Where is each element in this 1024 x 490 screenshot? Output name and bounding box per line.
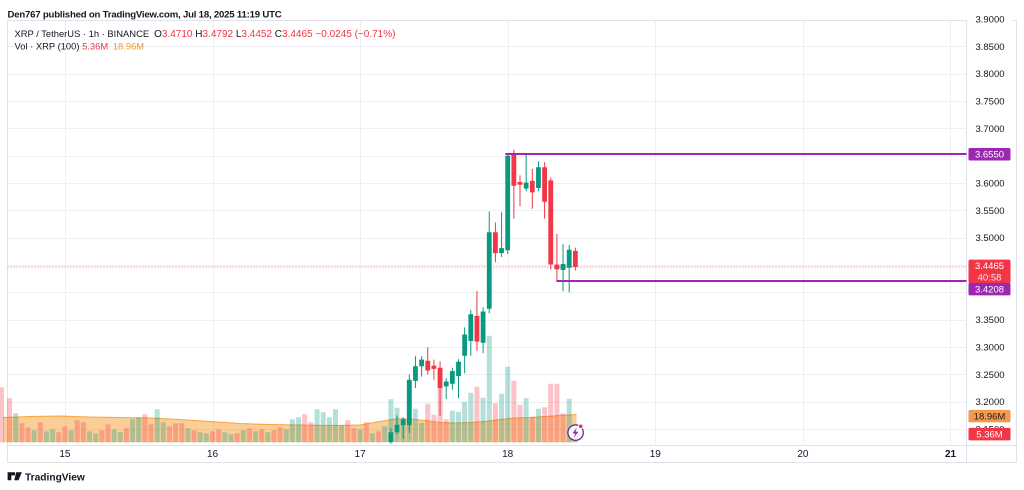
svg-text:15: 15: [59, 449, 71, 460]
svg-text:3.3000: 3.3000: [975, 343, 1004, 354]
svg-text:3.7500: 3.7500: [975, 97, 1004, 108]
svg-text:3.2000: 3.2000: [975, 397, 1004, 408]
svg-text:18.96M: 18.96M: [974, 412, 1006, 423]
svg-text:3.2500: 3.2500: [975, 370, 1004, 381]
svg-text:3.5500: 3.5500: [975, 206, 1004, 217]
svg-text:3.9000: 3.9000: [975, 15, 1004, 26]
svg-text:3.6000: 3.6000: [975, 179, 1004, 190]
svg-text:21: 21: [945, 449, 957, 460]
svg-text:Den767 published on TradingVie: Den767 published on TradingView.com, Jul…: [8, 10, 282, 21]
svg-text:5.36M: 5.36M: [976, 430, 1002, 441]
svg-text:3.4208: 3.4208: [975, 285, 1004, 296]
svg-text:3.8500: 3.8500: [975, 42, 1004, 53]
svg-text:20: 20: [797, 449, 809, 460]
svg-text:3.7000: 3.7000: [975, 124, 1004, 135]
svg-text:3.8000: 3.8000: [975, 69, 1004, 80]
svg-text:19: 19: [650, 449, 662, 460]
svg-text:3.5000: 3.5000: [975, 233, 1004, 244]
svg-text:3.4465: 3.4465: [975, 261, 1004, 272]
svg-text:18: 18: [502, 449, 514, 460]
svg-text:TradingView: TradingView: [25, 472, 85, 483]
svg-text:40:58: 40:58: [978, 273, 1002, 284]
svg-text:3.6550: 3.6550: [975, 150, 1004, 161]
svg-text:Vol · XRP (100) 5.36M 18.96M: Vol · XRP (100) 5.36M 18.96M: [15, 41, 145, 52]
svg-text:17: 17: [355, 449, 367, 460]
svg-text:16: 16: [207, 449, 219, 460]
svg-text:3.3500: 3.3500: [975, 315, 1004, 326]
svg-text:XRP / TetherUS · 1h · BINANCE: XRP / TetherUS · 1h · BINANCE O3.4710 H3…: [15, 28, 396, 40]
